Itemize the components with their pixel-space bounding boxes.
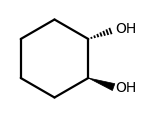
Polygon shape — [88, 78, 115, 91]
Text: OH: OH — [115, 81, 136, 95]
Text: OH: OH — [115, 22, 136, 36]
